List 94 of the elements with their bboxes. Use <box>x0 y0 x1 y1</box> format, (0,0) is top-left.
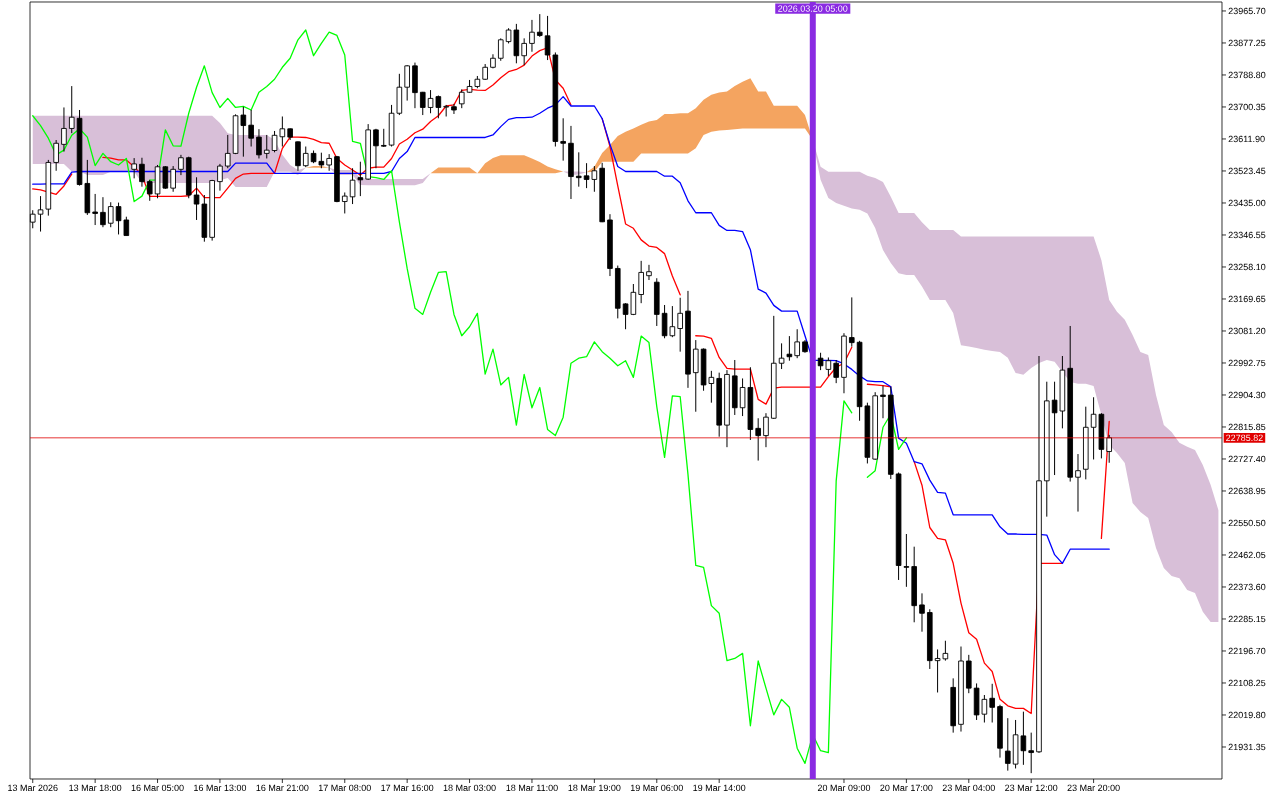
x-tick-label: 18 Mar 11:00 <box>506 784 558 792</box>
y-tick-label: 22992.75 <box>1228 359 1266 367</box>
y-tick-label: 22904.30 <box>1228 391 1266 399</box>
candlestick <box>529 19 535 53</box>
candlestick <box>989 683 995 724</box>
candlestick <box>692 339 699 413</box>
y-tick-label: 23258.10 <box>1228 263 1266 271</box>
y-tick-label: 23081.20 <box>1228 327 1266 335</box>
candlestick <box>146 179 153 202</box>
candlestick <box>357 161 364 197</box>
y-tick-label: 22815.85 <box>1228 423 1266 431</box>
candlestick <box>848 296 855 348</box>
candlestick <box>248 109 254 148</box>
y-tick-label: 22196.70 <box>1228 647 1266 655</box>
candlestick <box>521 37 527 66</box>
candlestick <box>903 533 910 588</box>
x-tick-label: 13 Mar 2026 <box>8 784 58 792</box>
y-tick-label: 23788.80 <box>1228 71 1266 79</box>
y-tick-label: 22373.60 <box>1228 583 1266 591</box>
candlestick <box>107 201 114 228</box>
x-tick-label: 18 Mar 19:00 <box>568 784 621 792</box>
x-tick-label: 23 Mar 04:00 <box>942 784 995 792</box>
y-tick-label: 23435.00 <box>1228 199 1266 207</box>
candlestick <box>295 140 301 172</box>
x-tick-label: 19 Mar 14:00 <box>693 784 746 792</box>
candlestick <box>1028 732 1034 774</box>
candlestick <box>575 151 582 188</box>
candlestick <box>256 128 262 159</box>
candlestick <box>380 128 387 148</box>
candlestick <box>1075 453 1081 513</box>
y-tick-label: 23611.90 <box>1228 135 1265 143</box>
candlestick <box>92 193 98 226</box>
y-tick-label: 23169.65 <box>1228 295 1266 303</box>
candlestick <box>349 167 356 205</box>
candlestick <box>217 163 223 192</box>
y-tick-label: 23877.25 <box>1228 39 1266 47</box>
candlestick <box>53 139 59 172</box>
x-tick-label: 23 Mar 12:00 <box>1005 784 1058 792</box>
y-tick-label: 22108.25 <box>1228 679 1266 687</box>
candlestick <box>139 157 145 188</box>
x-tick-label: 17 Mar 16:00 <box>381 784 434 792</box>
candlestick <box>263 134 270 159</box>
y-tick-label: 23346.55 <box>1228 231 1266 239</box>
ref-line-label: 22785.82 <box>1226 434 1263 442</box>
candlestick <box>833 359 839 384</box>
y-tick-label: 23700.35 <box>1228 103 1266 111</box>
candlestick <box>638 260 644 304</box>
y-tick-label: 22727.40 <box>1228 455 1266 463</box>
y-tick-label: 22285.15 <box>1228 615 1266 623</box>
x-tick-label: 23 Mar 20:00 <box>1067 784 1120 792</box>
y-tick-label: 22550.50 <box>1228 519 1266 527</box>
candlestick <box>763 412 769 448</box>
candlestick <box>131 157 137 179</box>
candlestick <box>341 191 348 214</box>
x-tick-label: 17 Mar 08:00 <box>318 784 371 792</box>
candlestick <box>677 297 683 353</box>
candlestick <box>404 64 410 102</box>
y-tick-label: 22638.95 <box>1228 487 1266 495</box>
x-tick-label: 19 Mar 06:00 <box>630 784 683 792</box>
candlestick <box>451 103 457 115</box>
candlestick <box>100 196 106 228</box>
candlestick <box>786 335 793 362</box>
y-tick-label: 22462.05 <box>1228 551 1266 559</box>
x-tick-label: 18 Mar 03:00 <box>443 784 496 792</box>
candlestick <box>178 154 184 176</box>
candlestick <box>919 592 925 633</box>
x-tick-label: 16 Mar 21:00 <box>256 784 309 792</box>
x-tick-label: 16 Mar 05:00 <box>131 784 184 792</box>
candlestick <box>646 264 652 281</box>
x-tick-label: 20 Mar 09:00 <box>817 784 871 792</box>
candlestick <box>170 165 176 193</box>
x-tick-label: 20 Mar 17:00 <box>880 784 933 792</box>
y-tick-label: 22019.80 <box>1228 711 1266 719</box>
candlestick <box>302 146 309 168</box>
candlestick <box>794 328 800 359</box>
x-tick-label: 2026.03.20 05:00 <box>778 5 848 12</box>
y-tick-label: 23965.70 <box>1228 7 1266 15</box>
candlestick <box>68 85 75 134</box>
candlestick <box>536 13 543 38</box>
candlestick <box>61 106 67 153</box>
y-tick-label: 21931.35 <box>1228 743 1266 751</box>
x-tick-label: 16 Mar 13:00 <box>194 784 247 792</box>
candlestick <box>224 134 231 169</box>
y-tick-label: 23523.45 <box>1228 167 1266 175</box>
candlestick <box>755 417 761 462</box>
candlestick <box>778 342 785 370</box>
x-tick-label: 13 Mar 18:00 <box>69 784 122 792</box>
candlestick <box>373 128 379 169</box>
candlestick <box>880 385 886 419</box>
candlestick <box>560 117 566 162</box>
candlestick <box>497 37 504 62</box>
candlestick <box>1005 717 1011 772</box>
candlestick <box>1106 434 1112 464</box>
candlestick <box>458 88 465 109</box>
